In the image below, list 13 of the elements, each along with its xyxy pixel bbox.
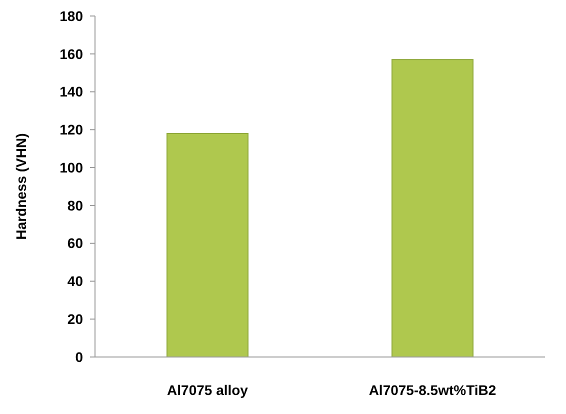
y-tick-label: 0 bbox=[75, 348, 84, 365]
y-tick-label: 60 bbox=[67, 235, 84, 252]
x-tick-label: Al7075 alloy bbox=[167, 382, 248, 398]
y-tick-label: 140 bbox=[60, 84, 84, 100]
y-tick-label: 40 bbox=[67, 273, 84, 290]
y-tick-label: 20 bbox=[67, 311, 84, 328]
y-axis-title: Hardness (VHN) bbox=[13, 133, 29, 240]
y-tick-label: 100 bbox=[60, 159, 84, 176]
y-tick-label: 80 bbox=[67, 197, 84, 214]
x-tick-label: Al7075-8.5wt%TiB2 bbox=[368, 382, 496, 398]
y-tick-label: 160 bbox=[60, 46, 84, 62]
y-tick-label: 180 bbox=[60, 8, 84, 24]
y-tick-label: 120 bbox=[60, 122, 84, 138]
